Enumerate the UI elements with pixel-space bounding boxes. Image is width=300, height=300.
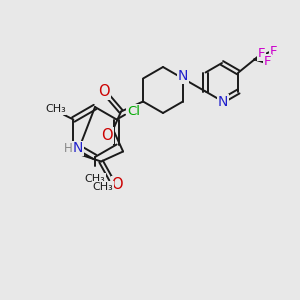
Text: N: N (73, 142, 83, 155)
Text: F: F (270, 45, 277, 58)
Text: O: O (111, 177, 123, 192)
Text: O: O (98, 84, 110, 99)
Text: CH₃: CH₃ (85, 174, 105, 184)
Text: F: F (264, 55, 271, 68)
Text: N: N (218, 95, 228, 109)
Text: CH₃: CH₃ (93, 182, 113, 192)
Text: Cl: Cl (127, 105, 140, 118)
Text: CH₃: CH₃ (45, 104, 66, 115)
Text: H: H (64, 142, 73, 155)
Text: F: F (258, 47, 265, 60)
Text: O: O (101, 128, 113, 143)
Text: N: N (178, 70, 188, 83)
